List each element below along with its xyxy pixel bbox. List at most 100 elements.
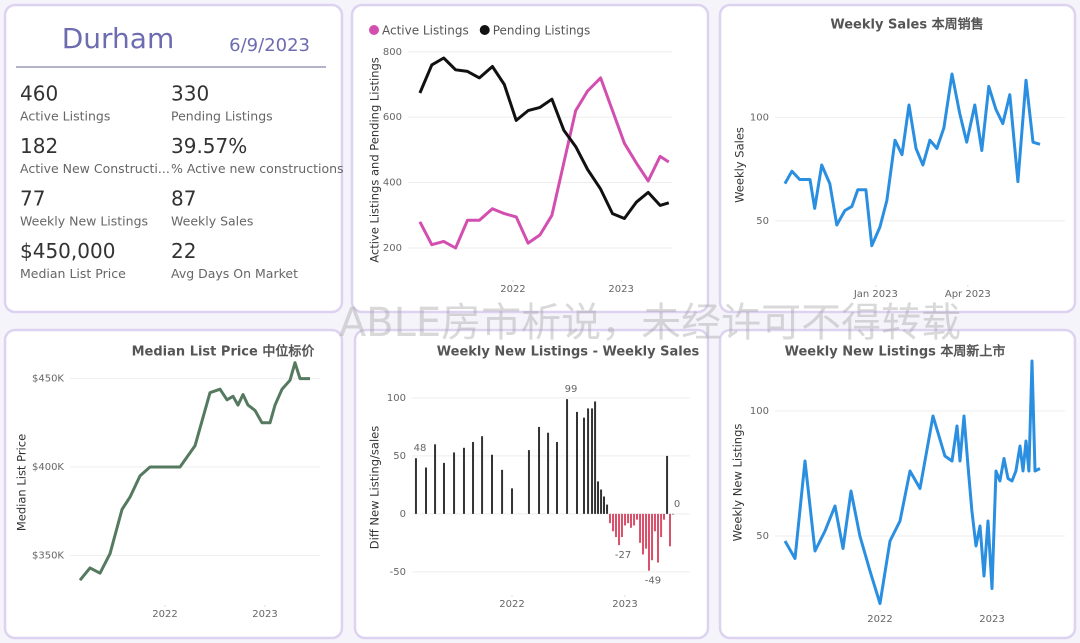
x-tick-label: 2023	[612, 599, 637, 610]
panel	[718, 3, 1077, 314]
panel	[350, 3, 710, 314]
panel	[3, 328, 344, 640]
bar	[511, 488, 514, 514]
y-tick-label: 400	[383, 178, 402, 189]
y-tick-label: $400K	[32, 462, 64, 473]
panel	[353, 328, 710, 640]
x-tick-label: 2023	[252, 609, 277, 620]
kpi-value: 87	[171, 187, 196, 211]
y-axis-label: Diff New Listing/sales	[368, 426, 382, 549]
y-tick-label: $450K	[32, 374, 64, 385]
y-tick-label: 100	[750, 406, 769, 417]
data-label: 48	[414, 443, 427, 454]
bar	[653, 513, 656, 532]
data-label: 0	[674, 499, 680, 510]
bar	[668, 513, 671, 547]
bar	[462, 447, 465, 514]
bar	[651, 513, 654, 561]
x-tick-label: Jan 2023	[853, 289, 898, 300]
y-axis-label: Median List Price	[15, 434, 29, 531]
bar	[566, 399, 569, 514]
bar	[527, 450, 530, 514]
legend-marker	[369, 25, 379, 35]
bar	[633, 513, 636, 526]
bar	[627, 513, 630, 524]
bar	[660, 513, 663, 538]
kpi-label: Median List Price	[20, 266, 126, 281]
bar	[453, 452, 456, 514]
data-line	[418, 76, 670, 250]
kpi-label: Weekly New Listings	[20, 214, 148, 229]
x-tick-label: 2022	[867, 614, 892, 625]
kpi-date: 6/9/2023	[229, 35, 310, 56]
y-tick-label: 50	[393, 451, 406, 462]
y-tick-label: 600	[383, 112, 402, 123]
kpi-value: 182	[20, 134, 58, 158]
x-tick-label: 2023	[979, 614, 1004, 625]
kpi-value: $450,000	[20, 239, 115, 263]
bar	[555, 442, 558, 514]
chart-title: Weekly New Listings 本周新上市	[785, 344, 1006, 360]
bar	[434, 444, 437, 514]
bar	[624, 513, 627, 526]
x-tick-label: 2022	[500, 284, 525, 295]
bar	[603, 496, 606, 514]
bar	[481, 436, 484, 514]
bar	[414, 458, 417, 514]
bar	[614, 513, 617, 538]
bar	[666, 455, 669, 514]
bar	[635, 513, 638, 520]
kpi-label: Weekly Sales	[171, 214, 253, 229]
bar	[538, 426, 541, 514]
data-label: 99	[565, 384, 578, 395]
chart-title: Weekly New Listings - Weekly Sales	[437, 345, 700, 360]
kpi-title: Durham	[62, 22, 175, 55]
bar	[442, 462, 445, 514]
bar	[597, 481, 600, 514]
bar	[639, 513, 642, 543]
y-tick-label: -50	[390, 567, 406, 578]
bar	[618, 513, 621, 546]
y-axis-label: Weekly Sales	[733, 127, 747, 203]
y-tick-label: 0	[400, 509, 406, 520]
kpi-value: 22	[171, 239, 196, 263]
data-label: -49	[645, 576, 661, 587]
bar	[425, 467, 428, 514]
bar	[501, 469, 504, 514]
chart-title: Weekly Sales 本周销售	[830, 17, 983, 33]
bar	[575, 411, 578, 514]
kpi-panel	[3, 3, 344, 314]
x-tick-label: Apr 2023	[945, 289, 991, 300]
bar	[620, 513, 623, 538]
panel	[718, 328, 1077, 640]
bar	[608, 513, 611, 524]
kpi-value: 77	[20, 187, 45, 211]
watermark: ABLE房市析说，未经许可不得转载	[339, 300, 961, 346]
bar	[582, 417, 585, 514]
kpi-value: 460	[20, 82, 58, 106]
chart-title: Median List Price 中位标价	[132, 344, 316, 360]
y-tick-label: 50	[756, 531, 769, 542]
bar	[606, 504, 609, 514]
legend-label: Active Listings	[382, 24, 469, 38]
bar	[647, 513, 650, 571]
kpi-label: Active Listings	[20, 109, 110, 124]
kpi-label: Active New Constructi...	[20, 161, 170, 176]
bar	[657, 513, 660, 563]
bar	[547, 432, 550, 514]
y-tick-label: 800	[383, 47, 402, 58]
bar	[591, 408, 594, 514]
y-tick-label: 100	[387, 393, 406, 404]
kpi-value: 330	[171, 82, 209, 106]
x-tick-label: 2023	[608, 284, 633, 295]
kpi-value: 39.57%	[171, 134, 247, 158]
data-label: -27	[615, 550, 631, 561]
bar	[491, 454, 494, 514]
bar	[641, 513, 644, 555]
x-tick-label: 2022	[152, 609, 177, 620]
bar	[645, 513, 648, 549]
kpi-label: % Active new constructions	[171, 161, 344, 176]
bar	[672, 513, 675, 515]
bar	[587, 408, 590, 514]
bar	[472, 442, 475, 514]
